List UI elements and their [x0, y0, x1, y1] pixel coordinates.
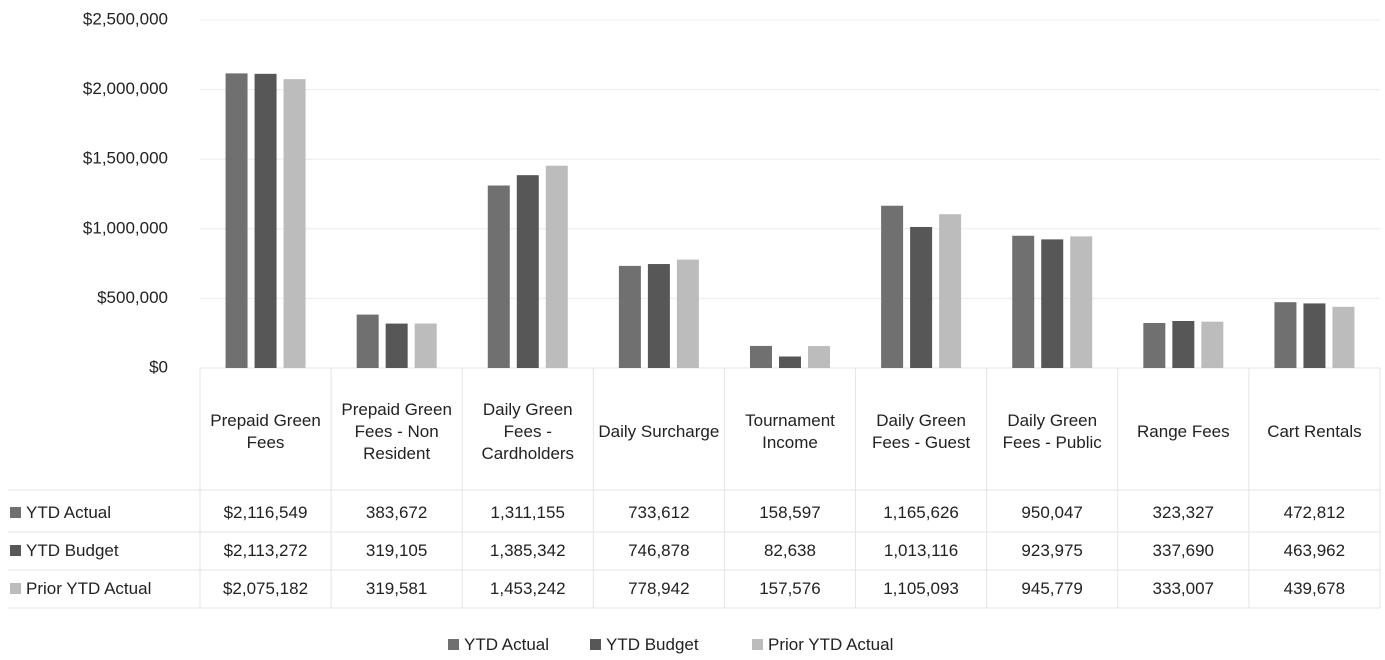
- bar: [487, 185, 510, 368]
- table-cell: 158,597: [759, 503, 821, 522]
- legend-swatch: [10, 545, 21, 556]
- legend-swatch: [590, 639, 601, 650]
- y-tick-label: $2,500,000: [83, 9, 168, 28]
- bar: [647, 264, 670, 368]
- category-label: Daily Surcharge: [598, 422, 720, 441]
- legend-swatch: [10, 583, 21, 594]
- row-header: Prior YTD Actual: [10, 570, 151, 608]
- bar: [1201, 321, 1224, 368]
- y-tick-label: $1,000,000: [83, 218, 168, 237]
- table-cell: 82,638: [763, 541, 816, 560]
- category-label: Range Fees: [1137, 422, 1230, 441]
- table-cell: $2,113,272: [223, 541, 308, 560]
- bar: [779, 356, 801, 368]
- category-label: Daily Green Fees - Cardholders: [481, 400, 575, 463]
- bar: [1070, 236, 1093, 368]
- table-cell: 945,779: [1021, 579, 1083, 598]
- table-cell: 1,013,116: [883, 541, 959, 560]
- bar: [545, 165, 568, 368]
- legend-swatch: [10, 507, 21, 518]
- legend-swatch: [448, 639, 459, 650]
- table-cell: 1,165,626: [883, 503, 959, 522]
- legend-label: YTD Budget: [606, 635, 699, 654]
- table-cell: 337,690: [1152, 541, 1214, 560]
- legend-label: Prior YTD Actual: [768, 635, 894, 654]
- table-cell: 319,105: [365, 541, 428, 560]
- row-header-text: Prior YTD Actual: [26, 579, 152, 598]
- table-cell: 333,007: [1152, 579, 1214, 598]
- category-label: Prepaid Green Fees - Non Resident: [341, 400, 452, 463]
- table-cell: 472,812: [1283, 503, 1346, 522]
- bar: [881, 205, 904, 368]
- table-cell: 319,581: [365, 579, 428, 598]
- table-cell: 1,105,093: [883, 579, 959, 598]
- row-header: YTD Actual: [10, 494, 111, 532]
- row-header-text: YTD Budget: [26, 541, 119, 560]
- legend-item: YTD Actual: [448, 635, 549, 655]
- bar: [1303, 303, 1326, 368]
- bar: [910, 226, 933, 368]
- y-tick-label: $1,500,000: [83, 149, 168, 168]
- legend-item: YTD Budget: [590, 635, 699, 655]
- table-cell: 383,672: [365, 503, 428, 522]
- y-tick-label: $0: [149, 357, 168, 376]
- table-cell: $2,116,549: [223, 503, 308, 522]
- table-cell: 439,678: [1283, 579, 1346, 598]
- legend-swatch: [752, 639, 763, 650]
- table-cell: 746,878: [628, 541, 690, 560]
- bar: [808, 346, 830, 368]
- bar: [1332, 306, 1355, 368]
- row-header: YTD Budget: [10, 532, 119, 570]
- table-cell: $2,075,182: [222, 579, 309, 598]
- category-label: Prepaid Green Fees: [210, 411, 321, 452]
- category-label: Daily Green Fees - Guest: [871, 411, 971, 452]
- row-header-text: YTD Actual: [26, 503, 112, 522]
- table-cell: 463,962: [1283, 541, 1346, 560]
- bar: [1172, 320, 1195, 368]
- bar: [1012, 235, 1035, 368]
- legend-label: YTD Actual: [464, 635, 550, 654]
- table-cell: 733,612: [628, 503, 690, 522]
- bar: [618, 265, 641, 368]
- category-label: Cart Rentals: [1267, 422, 1362, 441]
- bar: [254, 73, 277, 369]
- bar: [385, 323, 408, 368]
- bar: [225, 73, 248, 369]
- bar: [516, 175, 539, 368]
- bar: [1041, 239, 1064, 368]
- bar: [750, 345, 772, 368]
- category-label: Tournament Income: [745, 411, 835, 452]
- table-cell: 323,327: [1152, 503, 1214, 522]
- table-cell: 950,047: [1021, 503, 1083, 522]
- bar: [676, 259, 699, 368]
- y-tick-label: $500,000: [97, 288, 168, 307]
- table-cell: 1,385,342: [489, 541, 566, 560]
- bar: [283, 79, 306, 368]
- table-cell: 778,942: [628, 579, 690, 598]
- table-cell: 923,975: [1021, 541, 1083, 560]
- category-label: Daily Green Fees - Public: [1002, 411, 1102, 452]
- y-tick-label: $2,000,000: [83, 79, 168, 98]
- table-cell: 1,311,155: [490, 503, 565, 522]
- table-cell: 1,453,242: [489, 579, 566, 598]
- bar: [1143, 322, 1166, 368]
- bar: [414, 323, 437, 368]
- table-cell: 157,576: [759, 579, 821, 598]
- legend-item: Prior YTD Actual: [752, 635, 893, 655]
- bar: [939, 214, 962, 368]
- bar: [356, 314, 379, 368]
- bar: [1274, 302, 1297, 368]
